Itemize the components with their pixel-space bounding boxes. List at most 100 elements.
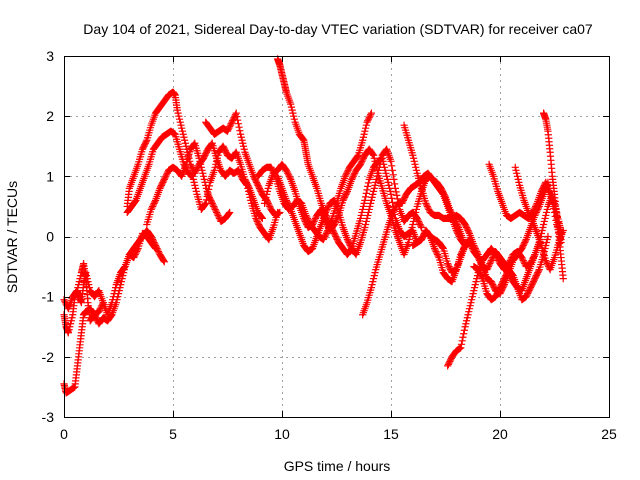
- data-point: [391, 184, 399, 192]
- data-point: [370, 154, 378, 162]
- data-point: [367, 284, 375, 292]
- series-track-10: [274, 145, 426, 259]
- data-point: [287, 100, 295, 108]
- data-point: [466, 302, 474, 310]
- data-point: [369, 150, 377, 158]
- data-point: [276, 208, 284, 217]
- data-point: [287, 103, 296, 111]
- data-point: [84, 278, 92, 286]
- data-point: [357, 211, 365, 220]
- data-point: [387, 157, 395, 165]
- data-point: [363, 186, 371, 194]
- data-point: [462, 317, 471, 325]
- data-point: [288, 106, 296, 114]
- data-point: [374, 169, 382, 177]
- x-axis-label: GPS time / hours: [284, 458, 391, 474]
- data-point: [412, 205, 421, 214]
- data-point: [559, 226, 567, 235]
- data-point: [458, 337, 466, 345]
- data-point: [369, 275, 378, 283]
- series-layer: [60, 55, 567, 397]
- data-point: [175, 115, 184, 123]
- data-point: [460, 326, 468, 334]
- data-point: [258, 213, 266, 222]
- data-point: [191, 181, 199, 189]
- y-tick-label: 2: [46, 108, 54, 124]
- data-point: [235, 123, 243, 131]
- data-point: [361, 124, 370, 132]
- data-point: [177, 121, 185, 129]
- data-point: [362, 121, 370, 129]
- axis-ticks: 0 5 10 15 20 25 -3 -2 -1 0 1 2 3: [42, 48, 617, 442]
- data-point: [109, 293, 118, 301]
- data-point: [540, 247, 548, 256]
- data-point: [360, 130, 368, 138]
- data-point: [457, 340, 466, 348]
- data-point: [359, 136, 367, 144]
- data-point: [82, 269, 90, 277]
- data-point: [290, 115, 298, 123]
- data-point: [385, 184, 394, 192]
- data-point: [189, 175, 197, 183]
- data-point: [201, 200, 209, 209]
- data-point: [405, 235, 413, 244]
- data-point: [66, 323, 74, 331]
- data-point: [411, 160, 419, 168]
- data-point: [356, 214, 365, 223]
- data-point: [197, 160, 205, 168]
- data-point: [181, 139, 189, 147]
- data-point: [375, 163, 383, 171]
- data-point: [381, 166, 389, 174]
- data-point: [389, 171, 397, 179]
- y-tick-label: -3: [42, 409, 55, 425]
- data-point: [362, 189, 370, 197]
- data-point: [412, 163, 420, 171]
- data-point: [175, 112, 183, 120]
- data-point: [236, 130, 245, 138]
- data-point: [289, 109, 297, 117]
- data-point: [68, 314, 76, 322]
- data-point: [238, 136, 246, 144]
- series-track-15: [444, 238, 543, 370]
- data-point: [417, 223, 426, 232]
- data-point: [465, 305, 474, 313]
- data-point: [181, 136, 189, 144]
- x-tick-label: 5: [169, 426, 177, 442]
- data-point: [263, 187, 272, 195]
- data-point: [388, 162, 396, 170]
- data-point: [173, 106, 181, 114]
- data-point: [388, 166, 397, 174]
- data-point: [361, 196, 369, 204]
- data-point: [382, 169, 390, 177]
- data-point: [299, 135, 307, 143]
- data-point: [385, 181, 393, 189]
- data-point: [367, 199, 375, 208]
- data-point: [109, 296, 117, 304]
- data-point: [182, 142, 190, 150]
- y-tick-label: -1: [42, 289, 55, 305]
- data-point: [82, 272, 91, 280]
- data-point: [372, 175, 381, 183]
- data-point: [201, 178, 209, 186]
- series-track-7: [202, 109, 284, 220]
- data-point: [264, 184, 272, 192]
- data-point: [178, 127, 187, 135]
- data-point: [233, 113, 241, 121]
- data-point: [110, 290, 118, 298]
- data-point: [377, 154, 386, 162]
- data-point: [67, 317, 75, 325]
- data-point: [513, 169, 521, 177]
- data-point: [513, 172, 522, 180]
- data-point: [467, 299, 475, 307]
- data-point: [540, 250, 548, 259]
- data-point: [410, 157, 418, 165]
- data-point: [263, 190, 271, 198]
- data-point: [225, 209, 233, 218]
- data-point: [367, 109, 375, 117]
- data-point: [199, 172, 208, 180]
- data-point: [180, 133, 188, 141]
- data-point: [179, 130, 187, 138]
- data-point: [542, 238, 551, 247]
- data-point: [364, 179, 373, 187]
- data-point: [202, 199, 210, 208]
